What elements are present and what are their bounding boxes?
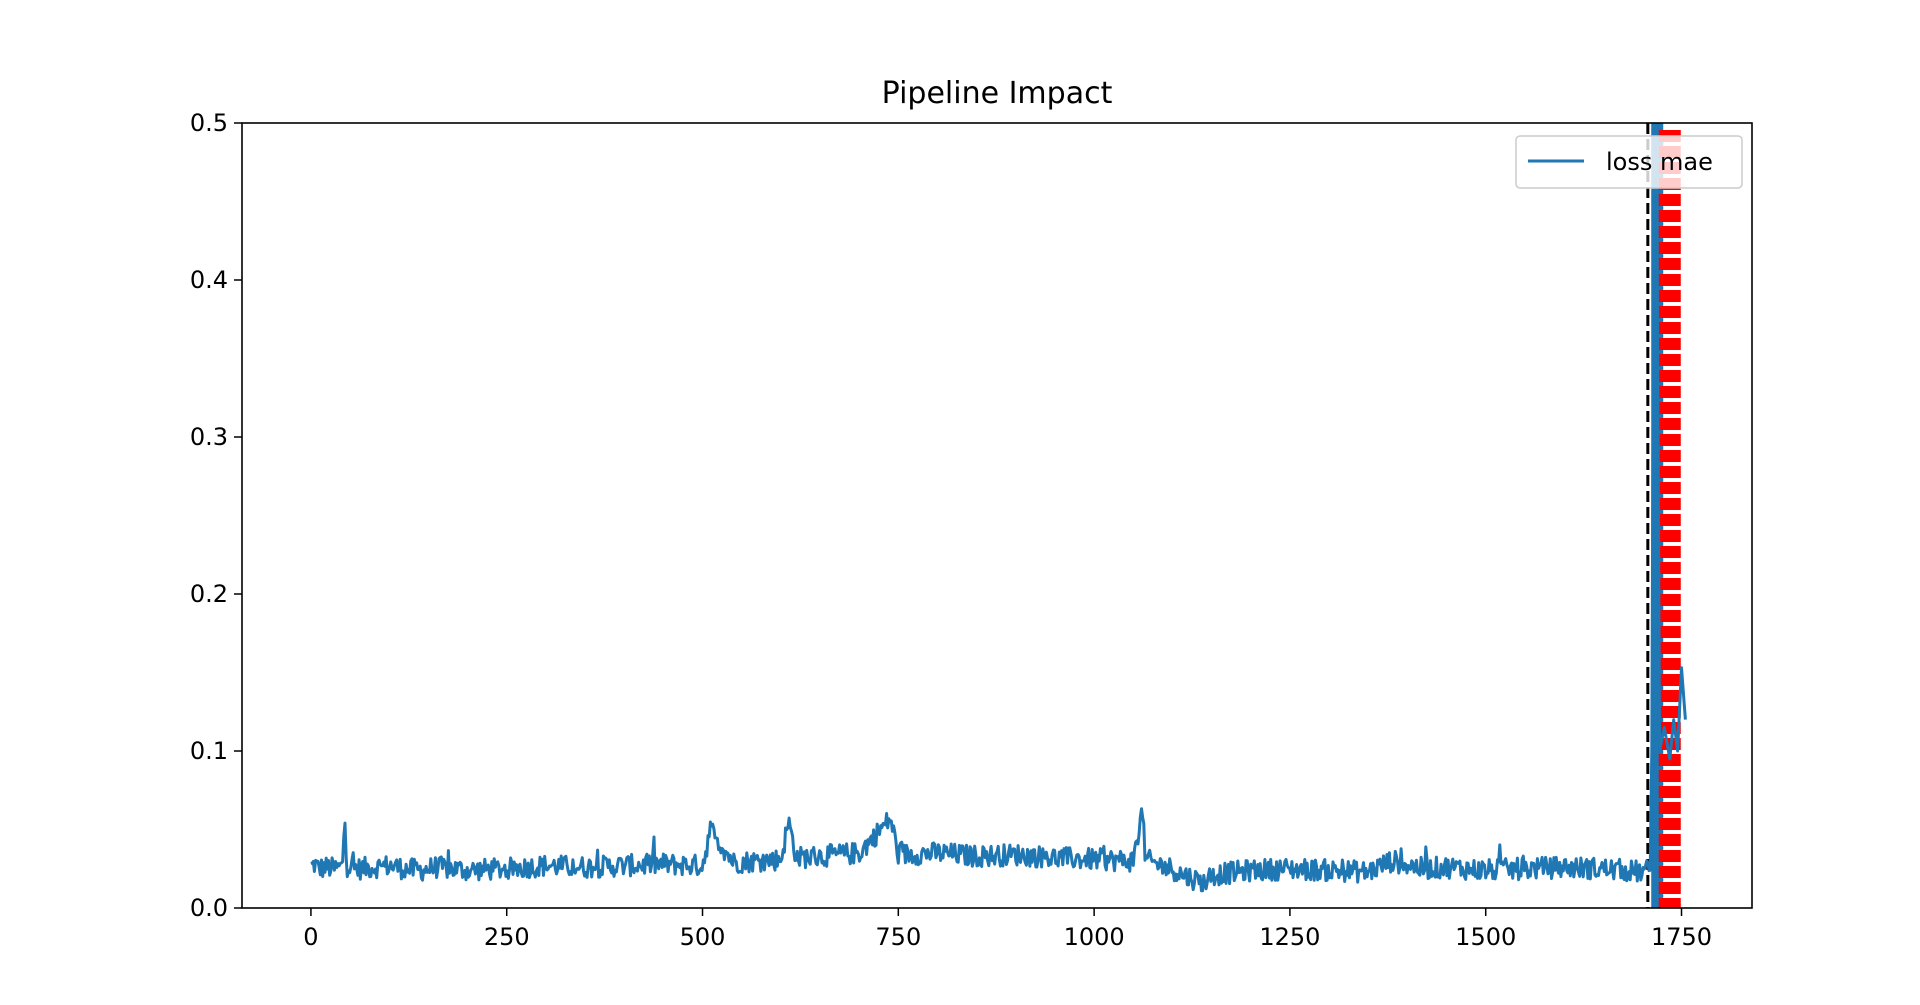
x-tick-label: 1500 — [1455, 923, 1516, 951]
x-tick-label: 1750 — [1651, 923, 1712, 951]
x-tick-label: 250 — [484, 923, 530, 951]
plot-area — [310, 123, 1687, 908]
y-tick-label: 0.2 — [190, 580, 228, 608]
chart-title: Pipeline Impact — [882, 76, 1113, 111]
series-line-0 — [310, 123, 1687, 893]
y-tick-label: 0.3 — [190, 423, 228, 451]
y-tick-label: 0.1 — [190, 737, 228, 765]
x-tick-label: 0 — [303, 923, 318, 951]
y-axis: 0.0 0.1 0.2 0.3 0.4 0.5 — [190, 109, 242, 922]
y-tick-label: 0.0 — [190, 894, 228, 922]
x-tick-label: 500 — [680, 923, 726, 951]
legend: loss mae — [1515, 135, 1743, 189]
y-tick-label: 0.5 — [190, 109, 228, 137]
x-tick-label: 750 — [875, 923, 921, 951]
x-tick-label: 1250 — [1259, 923, 1320, 951]
legend-box — [1515, 135, 1743, 189]
x-tick-label: 1000 — [1064, 923, 1125, 951]
x-axis: 0 250 500 750 1000 1250 1500 1750 — [303, 908, 1712, 951]
legend-label-loss-mae: loss mae — [1606, 148, 1713, 176]
plot-content — [310, 123, 1687, 908]
axes-frame — [241, 122, 1753, 909]
y-tick-label: 0.4 — [190, 266, 228, 294]
